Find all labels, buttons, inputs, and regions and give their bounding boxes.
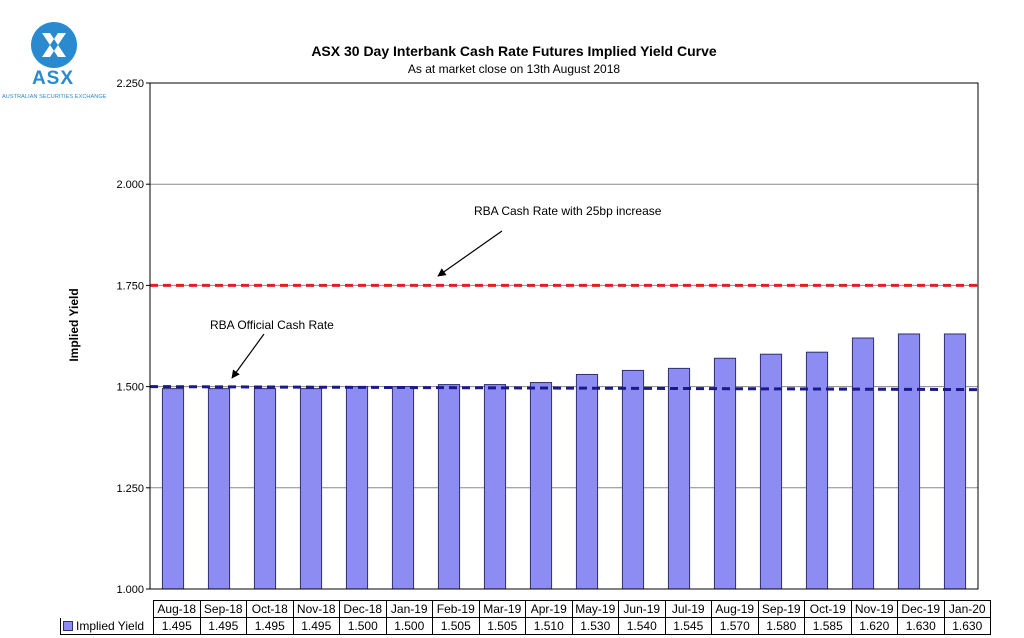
category-label: Oct-19	[804, 600, 852, 618]
bar-mar-19	[483, 384, 507, 590]
bar-jul-19	[667, 367, 691, 590]
data-value-cell: 1.570	[711, 617, 759, 635]
arrow-rate-increase	[437, 230, 503, 277]
y-tick-label: 1.750	[116, 280, 144, 292]
data-table-header-row: Aug-18 Sep-18 Oct-18 Nov-18 Dec-18 Jan-19 Feb-…	[60, 600, 991, 618]
y-tick-label: 1.250	[116, 483, 144, 495]
asx-logo-subtext: AUSTRALIAN SECURITIES EXCHANGE	[2, 94, 107, 100]
category-label: Nov-19	[850, 600, 898, 618]
category-label: Aug-19	[711, 600, 759, 618]
chart-subtitle: As at market close on 13th August 2018	[407, 62, 621, 76]
category-label: Aug-18	[153, 600, 201, 618]
bar-nov-19	[851, 337, 875, 590]
asx-logo	[6, 18, 102, 108]
bar-nov-18	[299, 388, 323, 590]
data-value-cell: 1.585	[804, 617, 852, 635]
data-value-cell: 1.495	[292, 617, 340, 635]
bar-jun-19	[621, 369, 645, 590]
category-label: Jan-19	[385, 600, 433, 618]
data-value-cell: 1.630	[897, 617, 945, 635]
asx-logo-text: ASX	[31, 68, 75, 89]
bar-feb-19	[437, 384, 461, 590]
category-label: Feb-19	[432, 600, 480, 618]
data-table-values-row: Implied Yield 1.495 1.495 1.495 1.495 1.500 1…	[60, 617, 991, 635]
category-label: Jan-20	[943, 600, 991, 618]
data-value-cell: 1.495	[246, 617, 294, 635]
bar-sep-18	[207, 388, 231, 590]
arrow-official-rate	[231, 333, 265, 379]
annotation-arrows	[231, 230, 503, 379]
bar-dec-19	[897, 333, 921, 590]
y-axis-ticks: 1.000 1.250 1.500 1.750 2.000 2.250	[116, 78, 150, 596]
category-label: Sep-19	[757, 600, 805, 618]
legend-swatch	[63, 620, 73, 631]
y-axis-label: Implied Yield	[67, 288, 81, 362]
reference-lines	[149, 283, 979, 392]
y-tick-label: 2.250	[116, 78, 144, 90]
y-tick-label: 1.000	[116, 584, 144, 596]
data-value-cell: 1.510	[525, 617, 573, 635]
bar-apr-19	[529, 382, 553, 590]
category-label: Apr-19	[525, 600, 573, 618]
data-value-cell: 1.500	[339, 617, 387, 635]
data-value-cell: 1.580	[757, 617, 805, 635]
y-tick-label: 1.500	[116, 382, 144, 394]
bar-dec-18	[345, 386, 369, 590]
category-label: Nov-18	[292, 600, 340, 618]
data-value-cell: 1.530	[571, 617, 619, 635]
asx-logo-icon	[31, 22, 77, 68]
legend-label: Implied Yield	[76, 618, 145, 633]
category-label: Dec-19	[897, 600, 945, 618]
data-table: Aug-18 Sep-18 Oct-18 Nov-18 Dec-18 Jan-19 Feb-…	[60, 600, 991, 635]
plot-frame	[149, 82, 979, 590]
category-label: Jun-19	[618, 600, 666, 618]
bar-aug-18	[161, 388, 185, 590]
data-value-cell: 1.495	[199, 617, 247, 635]
category-label: Mar-19	[478, 600, 526, 618]
data-value-cell: 1.505	[432, 617, 480, 635]
bar-may-19	[575, 373, 599, 590]
category-label: Sep-18	[199, 600, 247, 618]
data-value-cell: 1.505	[478, 617, 526, 635]
data-table-corner	[60, 600, 154, 618]
category-label: Oct-18	[246, 600, 294, 618]
data-value-cell: 1.630	[943, 617, 991, 635]
data-value-cell: 1.620	[850, 617, 898, 635]
blue-reference-line	[149, 385, 979, 392]
y-tick-label: 2.000	[116, 179, 144, 191]
legend-entry: Implied Yield	[60, 617, 154, 635]
bar-jan-19	[391, 386, 415, 590]
data-value-cell: 1.495	[153, 617, 201, 635]
category-label: Jul-19	[664, 600, 712, 618]
bars	[161, 333, 967, 590]
category-label: May-19	[571, 600, 619, 618]
category-label: Dec-18	[339, 600, 387, 618]
data-value-cell: 1.540	[618, 617, 666, 635]
annotation-rate-increase: RBA Cash Rate with 25bp increase	[474, 204, 662, 218]
chart-title: ASX 30 Day Interbank Cash Rate Futures I…	[311, 43, 717, 59]
bar-oct-18	[253, 388, 277, 590]
bar-jan-20	[943, 333, 967, 590]
data-value-cell: 1.545	[664, 617, 712, 635]
bar-aug-19	[713, 357, 737, 590]
annotation-official-rate: RBA Official Cash Rate	[210, 318, 334, 332]
data-value-cell: 1.500	[385, 617, 433, 635]
